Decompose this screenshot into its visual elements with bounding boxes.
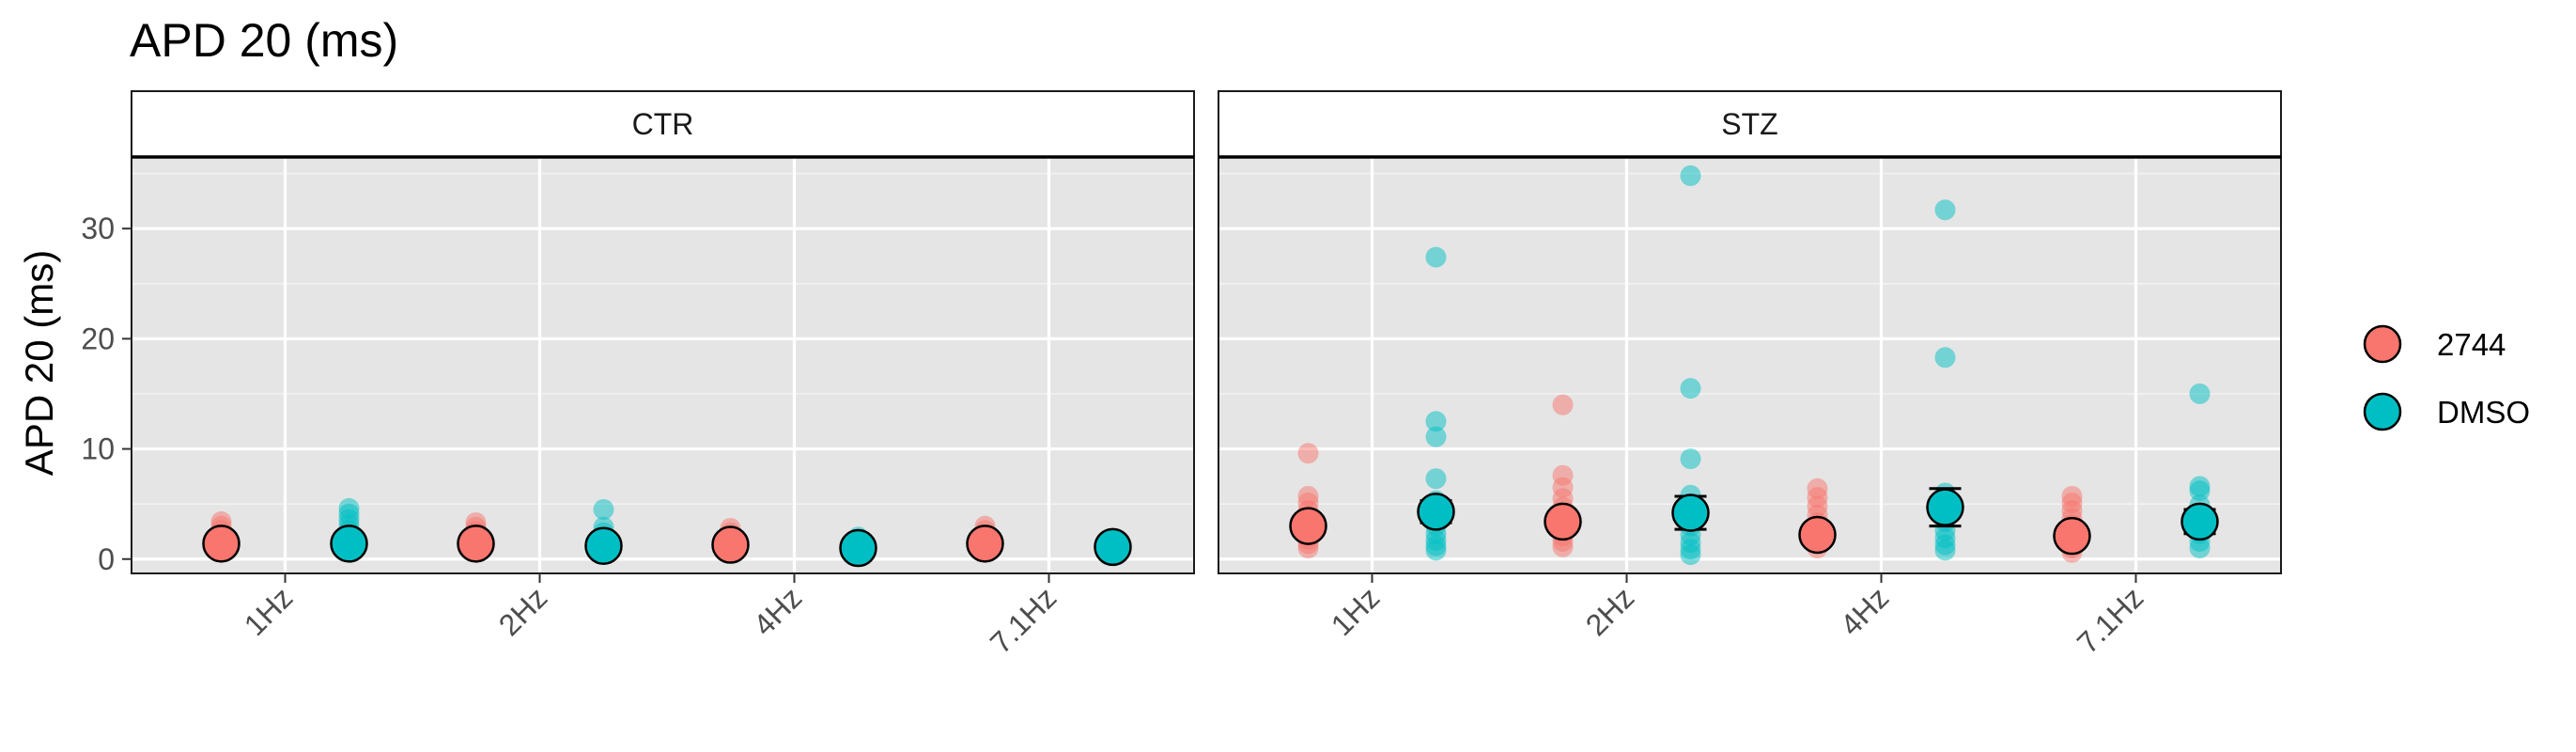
mean-point-stz-dmso-4hz	[1926, 488, 1964, 526]
data-point-stz-dmso-2hz	[1680, 544, 1701, 566]
mean-point-ctr-dmso-2hz	[584, 526, 623, 565]
mean-point-stz-dmso-1hz	[1417, 493, 1455, 531]
legend-key-dmso	[2363, 392, 2402, 431]
chart-title: APD 20 (ms)	[130, 14, 398, 67]
x-tick-label-2hz-stz: 2Hz	[1579, 580, 1641, 642]
mean-point-ctr-2744-4hz	[711, 525, 750, 564]
data-point-stz-dmso-1hz	[1425, 468, 1447, 490]
mean-point-stz-2744-2hz	[1544, 502, 1582, 541]
data-point-stz-dmso-1hz	[1425, 411, 1447, 432]
x-tick-label-7-1hz-ctr: 7.1Hz	[984, 580, 1063, 660]
x-tick-label-7-1hz-stz: 7.1Hz	[2071, 580, 2150, 660]
legend: 2744 DMSO	[2363, 324, 2530, 431]
panel-background-stz	[1218, 157, 2281, 573]
data-point-stz-dmso-7-1hz	[2189, 538, 2211, 559]
y-tick-label-20: 20	[81, 321, 115, 355]
strip-ctr	[131, 90, 1195, 158]
x-tick-label-4hz-ctr: 4Hz	[747, 580, 809, 642]
x-tick-label-1hz-stz: 1Hz	[1325, 580, 1387, 642]
mean-point-stz-2744-1hz	[1289, 507, 1327, 545]
y-tick-label-10: 10	[81, 432, 115, 466]
legend-item-dmso: DMSO	[2363, 392, 2530, 431]
y-tick-label-0: 0	[98, 542, 115, 576]
legend-item-2744: 2744	[2363, 324, 2506, 364]
data-point-stz-dmso-7-1hz	[2189, 480, 2211, 502]
mean-point-ctr-dmso-4hz	[839, 528, 877, 568]
y-tick-label-30: 30	[81, 212, 115, 245]
panel-background-ctr	[132, 157, 1194, 573]
mean-point-stz-2744-4hz	[1798, 515, 1837, 555]
data-point-stz-2744-2hz	[1552, 536, 1574, 557]
data-point-stz-dmso-1hz	[1425, 540, 1447, 561]
data-point-stz-dmso-7-1hz	[2189, 383, 2211, 404]
mean-point-stz-2744-7-1hz	[2053, 516, 2091, 556]
data-point-stz-dmso-4hz	[1934, 347, 1956, 368]
legend-key-2744	[2363, 324, 2402, 364]
mean-point-ctr-dmso-7-1hz	[1094, 527, 1132, 567]
data-point-stz-dmso-1hz	[1425, 246, 1447, 268]
panel-ctr: CTR 0 10 20 30 1Hz 2Hz 4Hz 7.1Hz	[81, 90, 1195, 660]
data-point-ctr-dmso-2hz	[593, 499, 614, 521]
legend-label-2744: 2744	[2437, 327, 2506, 362]
mean-point-stz-dmso-7-1hz	[2180, 502, 2219, 541]
data-point-stz-dmso-2hz	[1680, 378, 1701, 400]
data-point-stz-dmso-1hz	[1425, 426, 1447, 447]
x-tick-label-4hz-stz: 4Hz	[1834, 580, 1896, 642]
mean-point-ctr-2744-7-1hz	[966, 525, 1004, 563]
panel-stz: STZ 1Hz 2Hz 4Hz 7.1Hz	[1218, 90, 2282, 660]
data-point-stz-dmso-4hz	[1934, 199, 1956, 221]
mean-point-ctr-2744-1hz	[202, 525, 241, 563]
x-tick-label-2hz-ctr: 2Hz	[492, 580, 554, 642]
data-point-stz-dmso-2hz	[1680, 164, 1701, 186]
data-point-stz-dmso-4hz	[1934, 540, 1956, 561]
data-point-stz-dmso-2hz	[1680, 448, 1701, 470]
y-axis-label: APD 20 (ms)	[17, 250, 61, 476]
mean-point-ctr-2744-2hz	[457, 525, 495, 563]
legend-label-dmso: DMSO	[2437, 395, 2530, 430]
strip-label-ctr: CTR	[632, 107, 694, 141]
strip-label-stz: STZ	[1721, 107, 1777, 141]
x-tick-label-1hz-ctr: 1Hz	[238, 580, 300, 642]
mean-point-stz-dmso-2hz	[1671, 494, 1710, 532]
data-point-stz-2744-1hz	[1297, 443, 1319, 464]
facet-panels: CTR 0 10 20 30 1Hz 2Hz 4Hz 7.1Hz STZ 1Hz 2Hz 4Hz 7.1H…	[81, 90, 2282, 660]
mean-point-ctr-dmso-1hz	[330, 525, 368, 563]
data-point-stz-2744-2hz	[1552, 394, 1574, 415]
strip-stz	[1218, 90, 2282, 158]
